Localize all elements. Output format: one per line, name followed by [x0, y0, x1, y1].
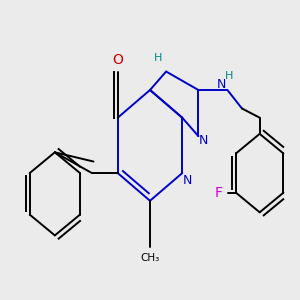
Text: N: N [199, 134, 208, 147]
Text: O: O [112, 53, 123, 67]
Text: CH₃: CH₃ [140, 254, 160, 263]
Text: N: N [182, 173, 192, 187]
Text: H: H [154, 53, 162, 63]
Text: F: F [214, 186, 222, 200]
Text: N: N [216, 78, 226, 91]
Text: H: H [225, 71, 233, 81]
